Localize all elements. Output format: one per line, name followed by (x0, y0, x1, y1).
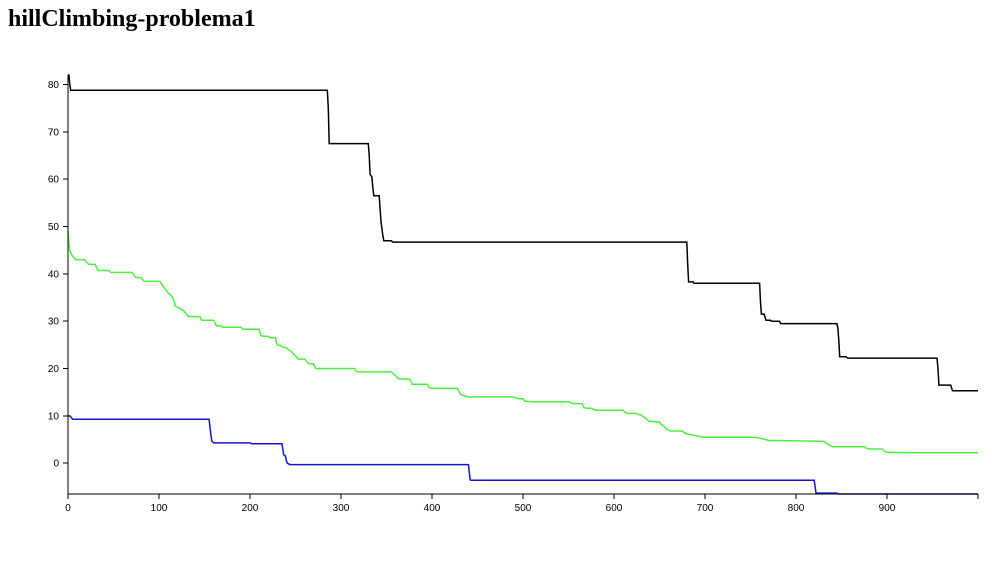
y-tick-label: 50 (48, 222, 60, 233)
y-tick-label: 60 (48, 175, 60, 186)
x-tick-label: 900 (879, 503, 896, 514)
x-tick-label: 200 (242, 503, 259, 514)
x-tick-label: 800 (788, 503, 805, 514)
x-tick-label: 400 (424, 503, 441, 514)
y-tick-label: 70 (48, 127, 60, 138)
x-tick-label: 100 (151, 503, 168, 514)
x-tick-label: 300 (333, 503, 350, 514)
series-line-2 (67, 231, 978, 454)
x-tick-label: 700 (697, 503, 714, 514)
y-tick-label: 0 (53, 459, 59, 470)
y-tick-label: 80 (48, 80, 60, 91)
x-tick-label: 500 (515, 503, 532, 514)
series-layer (67, 74, 978, 495)
series-line-3 (68, 415, 978, 495)
x-tick-label: 600 (606, 503, 623, 514)
y-tick-label: 20 (48, 364, 60, 375)
page-title: hillClimbing-problema1 (8, 6, 256, 32)
y-tick-label: 30 (48, 317, 60, 328)
series-line-1 (68, 74, 978, 392)
y-tick-label: 40 (48, 269, 60, 280)
x-tick-label: 0 (65, 503, 71, 514)
y-tick-label: 10 (48, 411, 60, 422)
